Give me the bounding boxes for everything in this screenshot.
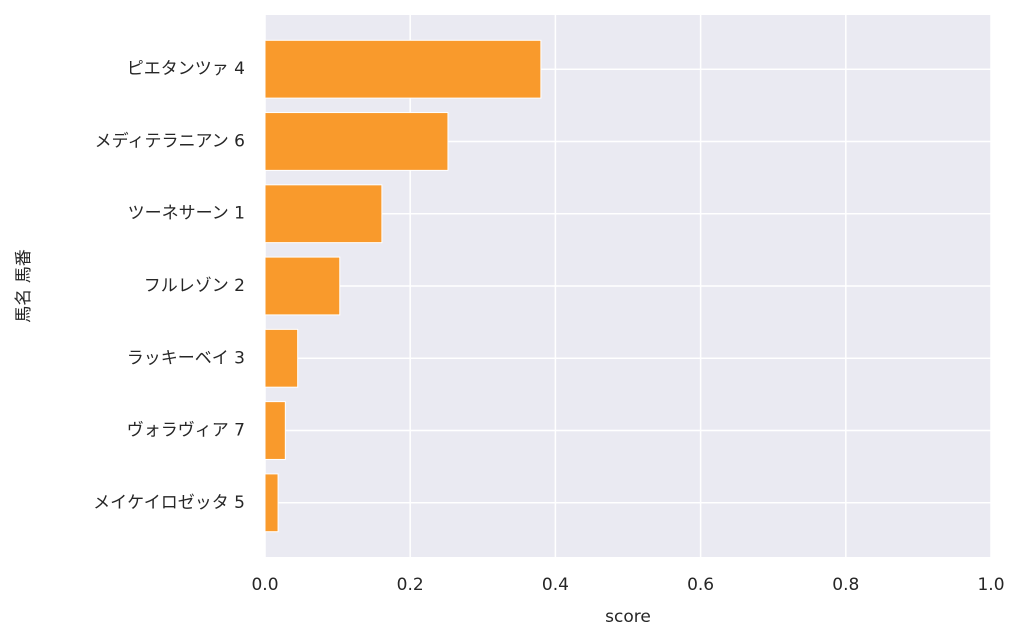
bar: [264, 401, 286, 460]
y-tick-label: ラッキーベイ 3: [127, 348, 245, 368]
x-tick-label: 1.0: [977, 575, 1004, 595]
x-axis-label: score: [605, 607, 651, 627]
bar: [264, 184, 383, 244]
bar: [264, 256, 341, 316]
bar: [264, 328, 299, 388]
y-tick-label: ヴォラヴィア 7: [127, 421, 245, 441]
y-tick-label: ツーネサーン 1: [128, 204, 245, 224]
bar: [264, 112, 449, 171]
y-tick-label: メディテラニアン 6: [95, 130, 245, 151]
y-tick-label: フルレゾン 2: [144, 276, 245, 296]
bar: [264, 39, 542, 99]
y-tick-label: メイケイロゼッタ 5: [93, 493, 245, 513]
x-tick-label: 0.6: [687, 575, 714, 595]
bar: [264, 473, 279, 533]
y-axis-label: 馬名 馬番: [14, 249, 34, 322]
x-tick-label: 0.4: [542, 575, 569, 595]
x-tick-label: 0.8: [832, 575, 859, 595]
y-tick-label: ピエタンツァ 4: [127, 59, 245, 79]
x-tick-label: 0.2: [397, 575, 424, 595]
x-tick-label: 0.0: [251, 575, 278, 595]
